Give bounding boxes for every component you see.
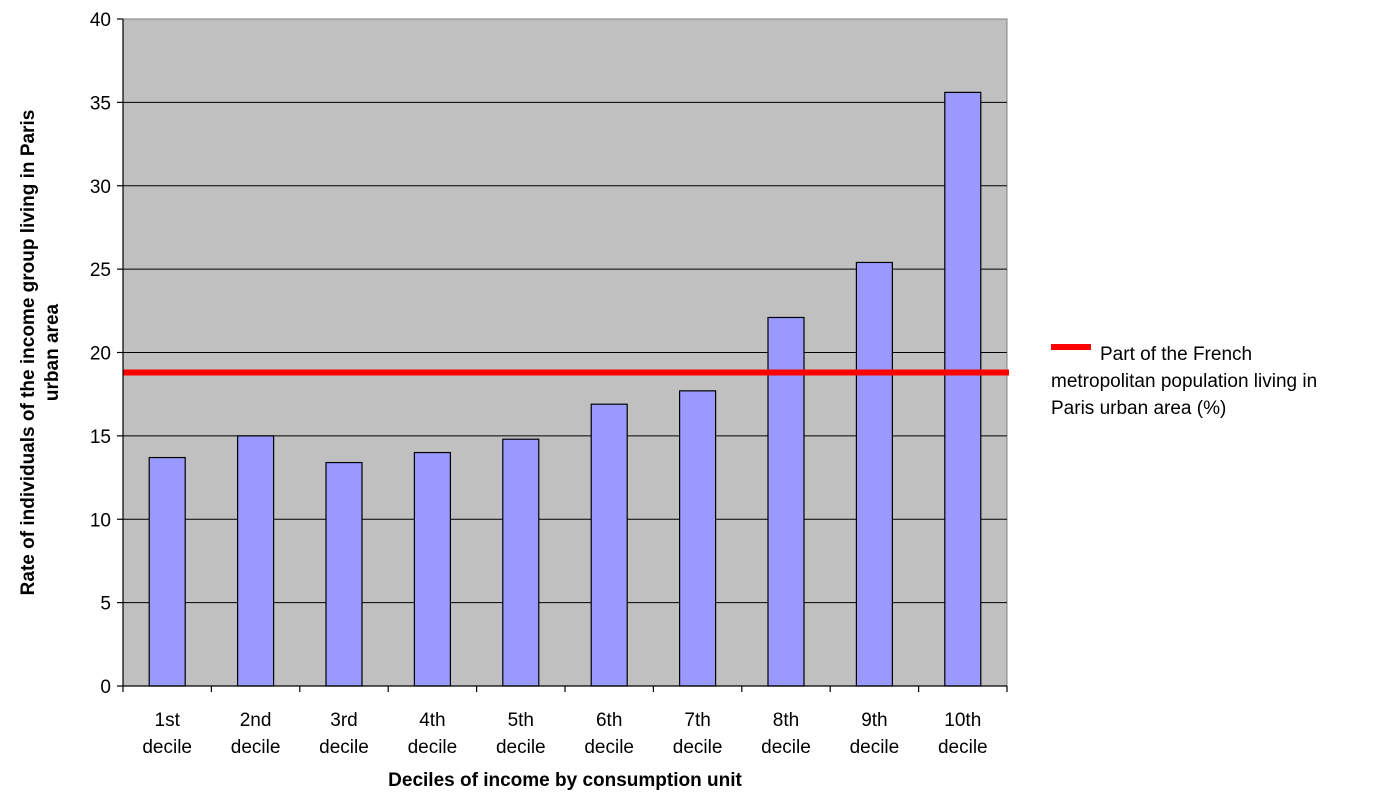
y-tick-label: 5: [100, 594, 111, 615]
legend: Part of the French metropolitan populatio…: [1051, 344, 1317, 419]
x-tick-label: 9th decile: [850, 710, 900, 758]
y-tick-label: 40: [90, 10, 111, 31]
legend-swatch: [1051, 344, 1091, 350]
bar-10: [944, 91, 982, 687]
bar-7: [678, 390, 717, 687]
x-tick-label: 1st decile: [142, 710, 192, 758]
y-tick-label: 20: [90, 344, 111, 365]
x-tick-label: 5th decile: [496, 710, 546, 758]
bar-2: [237, 435, 275, 687]
y-tick-label: 35: [90, 93, 111, 114]
y-tick-label: 15: [90, 427, 111, 448]
x-tick-label: 10th decile: [938, 710, 988, 758]
bar-1: [148, 456, 186, 687]
x-tick-label: 4th decile: [408, 710, 458, 758]
plot-area: [122, 18, 1009, 687]
bar-9: [855, 261, 894, 687]
bar-8: [767, 316, 805, 687]
axes: 0 5 10 15 20 25 30 35 40 1st decile 2nd decile 3rd dec…: [90, 10, 1008, 758]
x-tick-label: 6th decile: [584, 710, 634, 758]
bar-6: [590, 403, 628, 687]
y-axis-title: Rate of individuals of the income group …: [18, 110, 63, 596]
x-tick-label: 3rd decile: [319, 710, 369, 758]
bar-5: [502, 438, 540, 687]
y-tick-label: 30: [90, 177, 111, 198]
x-tick-label: 7th decile: [673, 710, 723, 758]
x-tick-label: 8th decile: [761, 710, 811, 758]
legend-label: Part of the French metropolitan populatio…: [1051, 344, 1317, 419]
y-tick-label: 0: [100, 677, 111, 698]
bar-4: [413, 451, 451, 687]
y-tick-label: 10: [90, 510, 111, 531]
bar-3: [325, 461, 363, 687]
x-axis-title: Deciles of income by consumption unit: [388, 770, 742, 791]
x-tick-label: 2nd decile: [231, 710, 281, 758]
y-tick-label: 25: [90, 260, 111, 281]
